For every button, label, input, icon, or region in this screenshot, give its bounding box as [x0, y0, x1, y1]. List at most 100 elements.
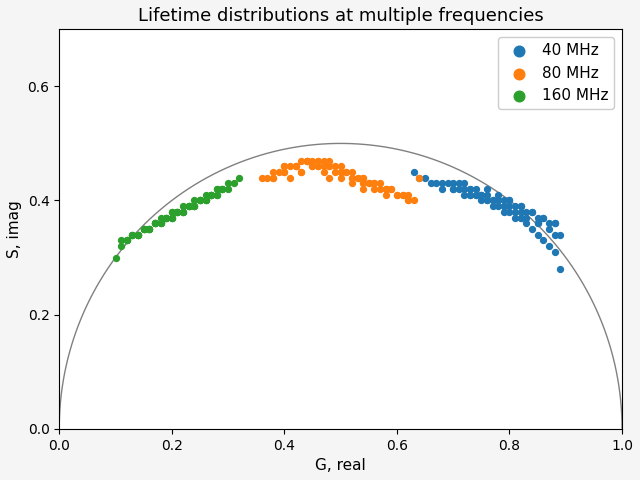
160 MHz — [212, 185, 222, 193]
160 MHz — [189, 203, 200, 210]
80 MHz — [409, 197, 419, 204]
160 MHz — [228, 180, 239, 187]
80 MHz — [291, 162, 301, 170]
160 MHz — [172, 208, 182, 216]
80 MHz — [397, 191, 408, 199]
160 MHz — [172, 208, 182, 216]
40 MHz — [538, 214, 548, 221]
160 MHz — [138, 225, 148, 233]
160 MHz — [218, 185, 228, 193]
80 MHz — [358, 180, 368, 187]
160 MHz — [133, 231, 143, 239]
40 MHz — [521, 214, 531, 221]
80 MHz — [301, 156, 312, 164]
160 MHz — [218, 185, 228, 193]
80 MHz — [381, 185, 391, 193]
160 MHz — [189, 203, 200, 210]
80 MHz — [358, 174, 368, 181]
40 MHz — [516, 214, 526, 221]
160 MHz — [172, 208, 182, 216]
80 MHz — [279, 168, 289, 176]
160 MHz — [200, 191, 211, 199]
160 MHz — [189, 203, 200, 210]
40 MHz — [488, 197, 498, 204]
80 MHz — [386, 185, 396, 193]
80 MHz — [307, 162, 317, 170]
40 MHz — [465, 191, 476, 199]
40 MHz — [482, 191, 492, 199]
40 MHz — [460, 185, 470, 193]
160 MHz — [184, 203, 194, 210]
40 MHz — [510, 208, 520, 216]
80 MHz — [296, 168, 307, 176]
80 MHz — [347, 174, 357, 181]
40 MHz — [442, 180, 452, 187]
160 MHz — [161, 214, 172, 221]
40 MHz — [521, 208, 531, 216]
160 MHz — [127, 231, 138, 239]
40 MHz — [504, 197, 515, 204]
Legend: 40 MHz, 80 MHz, 160 MHz: 40 MHz, 80 MHz, 160 MHz — [497, 37, 614, 109]
160 MHz — [161, 214, 172, 221]
40 MHz — [476, 191, 486, 199]
160 MHz — [178, 203, 188, 210]
80 MHz — [347, 174, 357, 181]
40 MHz — [460, 180, 470, 187]
80 MHz — [279, 168, 289, 176]
160 MHz — [234, 174, 244, 181]
160 MHz — [150, 219, 160, 227]
80 MHz — [307, 162, 317, 170]
80 MHz — [392, 191, 402, 199]
40 MHz — [532, 214, 543, 221]
160 MHz — [184, 203, 194, 210]
80 MHz — [347, 180, 357, 187]
160 MHz — [223, 185, 233, 193]
40 MHz — [454, 185, 464, 193]
40 MHz — [516, 203, 526, 210]
160 MHz — [212, 191, 222, 199]
160 MHz — [200, 197, 211, 204]
80 MHz — [364, 180, 374, 187]
160 MHz — [195, 197, 205, 204]
40 MHz — [499, 203, 509, 210]
40 MHz — [448, 185, 458, 193]
40 MHz — [499, 203, 509, 210]
40 MHz — [420, 174, 430, 181]
160 MHz — [206, 191, 216, 199]
40 MHz — [460, 191, 470, 199]
40 MHz — [516, 214, 526, 221]
160 MHz — [195, 197, 205, 204]
160 MHz — [133, 231, 143, 239]
80 MHz — [335, 168, 346, 176]
40 MHz — [448, 185, 458, 193]
160 MHz — [178, 208, 188, 216]
80 MHz — [335, 174, 346, 181]
80 MHz — [403, 197, 413, 204]
80 MHz — [353, 174, 363, 181]
160 MHz — [138, 225, 148, 233]
80 MHz — [319, 162, 329, 170]
160 MHz — [133, 231, 143, 239]
40 MHz — [465, 185, 476, 193]
80 MHz — [296, 168, 307, 176]
40 MHz — [527, 208, 537, 216]
80 MHz — [268, 174, 278, 181]
40 MHz — [493, 191, 503, 199]
40 MHz — [431, 180, 442, 187]
80 MHz — [301, 156, 312, 164]
40 MHz — [488, 203, 498, 210]
40 MHz — [499, 197, 509, 204]
40 MHz — [532, 219, 543, 227]
80 MHz — [358, 180, 368, 187]
80 MHz — [403, 197, 413, 204]
160 MHz — [156, 214, 166, 221]
80 MHz — [313, 162, 323, 170]
40 MHz — [409, 168, 419, 176]
80 MHz — [375, 180, 385, 187]
80 MHz — [369, 185, 380, 193]
40 MHz — [426, 180, 436, 187]
80 MHz — [369, 180, 380, 187]
80 MHz — [330, 168, 340, 176]
160 MHz — [110, 254, 120, 262]
40 MHz — [532, 219, 543, 227]
